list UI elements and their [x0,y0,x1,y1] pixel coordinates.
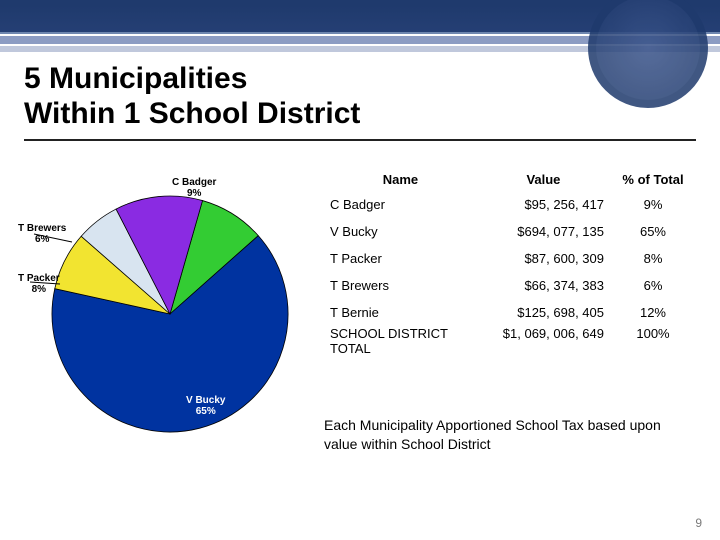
slide-title: 5 Municipalities Within 1 School Distric… [24,62,696,131]
cell-pct: 65% [610,218,696,245]
page-number: 9 [695,516,702,530]
cell-total-value: $1, 069, 006, 649 [477,326,610,362]
col-value: Value [477,168,610,191]
content-area: C Badger9%V Bucky65%T Packer8%T Brewers6… [24,164,696,510]
table-row: C Badger$95, 256, 4179% [324,191,696,218]
data-table: Name Value % of Total C Badger$95, 256, … [324,168,696,362]
cell-value: $66, 374, 383 [477,272,610,299]
cell-value: $694, 077, 135 [477,218,610,245]
table-total-row: SCHOOL DISTRICTTOTAL$1, 069, 006, 649100… [324,326,696,362]
cell-name: T Bernie [324,299,477,326]
cell-name: T Packer [324,245,477,272]
col-name: Name [324,168,477,191]
title-block: 5 Municipalities Within 1 School Distric… [24,62,696,141]
cell-value: $95, 256, 417 [477,191,610,218]
pie-slice-label: T Packer8% [18,274,60,295]
slide: 5 Municipalities Within 1 School Distric… [0,0,720,540]
title-line-1: 5 Municipalities [24,62,247,95]
pie-slice-label: T Bernie12% [98,186,138,207]
title-rule [24,139,696,141]
cell-value: $87, 600, 309 [477,245,610,272]
header-band [0,0,720,56]
cell-pct: 12% [610,299,696,326]
cell-name: T Brewers [324,272,477,299]
pie-slice-label: V Bucky65% [186,396,225,417]
table-row: T Brewers$66, 374, 3836% [324,272,696,299]
table-row: V Bucky$694, 077, 13565% [324,218,696,245]
cell-value: $125, 698, 405 [477,299,610,326]
table-row: T Packer$87, 600, 3098% [324,245,696,272]
table-row: T Bernie$125, 698, 40512% [324,299,696,326]
pie-slice-label: C Badger9% [172,178,216,199]
table-header-row: Name Value % of Total [324,168,696,191]
cell-total-pct: 100% [610,326,696,362]
cell-pct: 6% [610,272,696,299]
pie-chart: C Badger9% V Bucky65% T Packer8% T Brewers6… [20,164,320,464]
caption: Each Municipality Apportioned School Tax… [324,416,696,454]
pie-svg [20,164,320,464]
col-pct: % of Total [610,168,696,191]
title-line-2: Within 1 School District [24,97,360,130]
pie-slice-label: T Brewers6% [18,224,66,245]
cell-pct: 8% [610,245,696,272]
cell-pct: 9% [610,191,696,218]
cell-name: C Badger [324,191,477,218]
table: Name Value % of Total C Badger$95, 256, … [324,168,696,362]
cell-total-label: SCHOOL DISTRICTTOTAL [324,326,477,362]
cell-name: V Bucky [324,218,477,245]
